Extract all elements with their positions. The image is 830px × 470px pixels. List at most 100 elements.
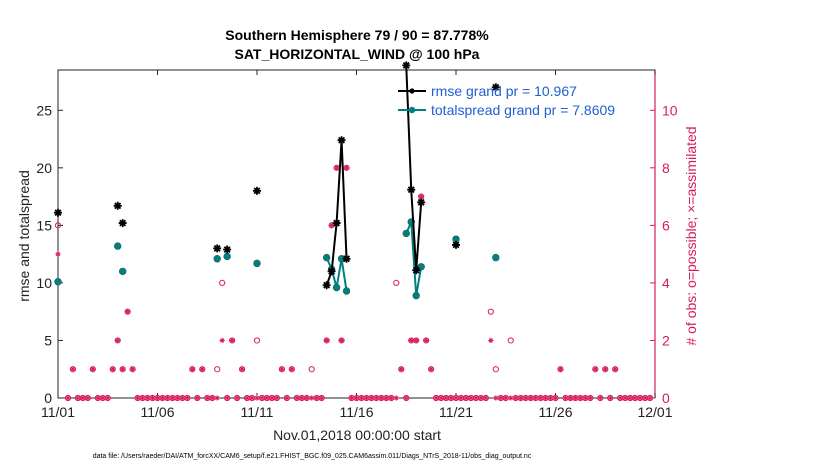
obs-assimilated-marker xyxy=(438,395,444,401)
obs-assimilated-marker xyxy=(597,395,603,401)
spread-marker xyxy=(402,229,410,238)
legend-spread-marker xyxy=(408,106,416,114)
rmse-marker-core xyxy=(215,246,220,251)
obs-assimilated-marker xyxy=(582,395,588,401)
obs-assimilated-marker xyxy=(567,395,574,401)
obs-assimilated-marker xyxy=(373,395,379,401)
obs-assimilated-marker xyxy=(523,395,529,401)
obs-assimilated-marker xyxy=(602,366,608,372)
obs-assimilated-marker xyxy=(149,395,156,401)
y-tick-label: 5 xyxy=(44,332,52,348)
obs-assimilated-marker xyxy=(264,395,270,401)
obs-assimilated-marker xyxy=(473,395,479,401)
y-axis-label: rmse and totalspread xyxy=(16,170,32,302)
obs-assimilated-marker xyxy=(537,395,544,401)
obs-assimilated-marker xyxy=(612,366,618,372)
obs-assimilated-marker xyxy=(592,366,598,372)
spread-marker xyxy=(223,252,231,261)
obs-assimilated-marker xyxy=(154,395,161,401)
obs-assimilated-marker xyxy=(413,337,419,344)
spread-marker xyxy=(118,267,127,276)
x-tick-label: 12/01 xyxy=(637,404,672,420)
obs-assimilated-marker xyxy=(348,395,355,401)
rmse-line xyxy=(405,65,423,271)
rmse-marker-core xyxy=(418,200,424,205)
obs-assimilated-marker xyxy=(353,395,360,401)
rmse-marker-core xyxy=(493,85,498,90)
rmse-marker-core xyxy=(115,203,120,209)
obs-assimilated-marker xyxy=(468,395,474,401)
obs-assimilated-marker xyxy=(234,395,240,401)
obs-assimilated-marker xyxy=(115,337,121,344)
obs-assimilated-marker xyxy=(478,395,484,401)
obs-assimilated-marker xyxy=(90,366,96,372)
obs-assimilated-marker xyxy=(518,395,524,401)
obs-assimilated-marker xyxy=(607,395,613,401)
obs-possible-marker xyxy=(487,308,494,315)
rmse-marker-core xyxy=(404,63,409,68)
obs-assimilated-marker xyxy=(408,337,414,344)
rmse-marker-core xyxy=(324,283,329,288)
obs-assimilated-marker xyxy=(274,395,280,401)
obs-assimilated-marker xyxy=(368,395,375,401)
spread-marker xyxy=(113,242,122,250)
spread-marker xyxy=(213,255,221,263)
obs-assimilated-marker xyxy=(189,366,195,372)
obs-assimilated-marker xyxy=(294,395,300,401)
obs-possible-marker xyxy=(393,279,400,287)
y2-tick-label: 10 xyxy=(662,102,678,118)
y2-tick-label: 0 xyxy=(662,390,670,406)
obs-assimilated-marker xyxy=(334,165,340,171)
obs-assimilated-marker xyxy=(552,395,559,401)
rmse-marker-core xyxy=(344,256,349,261)
obs-assimilated-marker xyxy=(309,395,315,401)
obs-assimilated-marker xyxy=(249,395,255,401)
obs-assimilated-marker xyxy=(75,395,81,401)
obs-assimilated-marker xyxy=(85,395,91,401)
obs-assimilated-marker xyxy=(358,395,365,401)
obs-assimilated-marker xyxy=(269,395,275,401)
obs-possible-marker xyxy=(253,337,261,344)
obs-assimilated-marker xyxy=(418,193,424,200)
obs-assimilated-marker xyxy=(314,395,320,401)
x-tick-label: 11/16 xyxy=(340,404,374,420)
obs-assimilated-marker xyxy=(617,395,623,401)
obs-assimilated-marker xyxy=(324,337,330,344)
obs-assimilated-marker xyxy=(259,395,265,401)
x-tick-label: 11/11 xyxy=(241,404,274,420)
obs-assimilated-marker xyxy=(388,395,394,401)
y-tick-label: 0 xyxy=(44,390,52,406)
obs-assimilated-marker xyxy=(130,366,136,372)
obs-assimilated-marker xyxy=(219,337,225,344)
obs-possible-marker xyxy=(507,337,514,344)
obs-assimilated-marker xyxy=(199,366,205,372)
obs-assimilated-marker xyxy=(169,395,176,401)
obs-possible-marker xyxy=(214,366,221,373)
rmse-marker-core xyxy=(120,220,125,226)
obs-assimilated-marker xyxy=(284,395,290,401)
obs-assimilated-marker xyxy=(299,395,305,401)
spread-marker xyxy=(322,253,331,262)
rmse-marker-core xyxy=(414,268,419,273)
rmse-marker-core xyxy=(55,210,61,215)
obs-assimilated-marker xyxy=(528,395,534,401)
obs-assimilated-marker xyxy=(80,395,86,401)
obs-assimilated-marker xyxy=(194,395,200,401)
obs-assimilated-marker xyxy=(159,395,166,401)
right-y-axis-label: # of obs: o=possible; ×=assimilated xyxy=(683,126,699,345)
obs-possible-marker xyxy=(308,366,315,373)
obs-assimilated-marker xyxy=(229,337,235,344)
obs-assimilated-marker xyxy=(100,395,106,401)
obs-assimilated-marker xyxy=(493,395,499,401)
obs-assimilated-marker xyxy=(572,395,578,401)
obs-assimilated-marker xyxy=(587,395,593,401)
y-tick-label: 20 xyxy=(36,160,52,176)
obs-assimilated-marker xyxy=(204,395,210,401)
obs-assimilated-marker xyxy=(428,366,434,372)
obs-assimilated-marker xyxy=(125,309,131,315)
spread-line xyxy=(405,221,423,296)
obs-assimilated-marker xyxy=(279,366,285,372)
obs-assimilated-marker xyxy=(65,395,71,401)
obs-assimilated-marker xyxy=(164,395,171,401)
obs-possible-marker xyxy=(492,366,499,373)
